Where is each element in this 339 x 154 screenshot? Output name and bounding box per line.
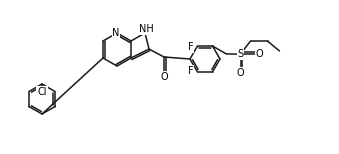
Text: O: O [160, 72, 168, 82]
Text: S: S [237, 49, 243, 59]
Text: F: F [188, 66, 193, 76]
Text: F: F [188, 42, 193, 52]
Text: Cl: Cl [37, 87, 47, 97]
Text: NH: NH [139, 24, 153, 34]
Text: O: O [237, 68, 244, 78]
Text: N: N [112, 28, 120, 38]
Text: O: O [256, 49, 263, 59]
